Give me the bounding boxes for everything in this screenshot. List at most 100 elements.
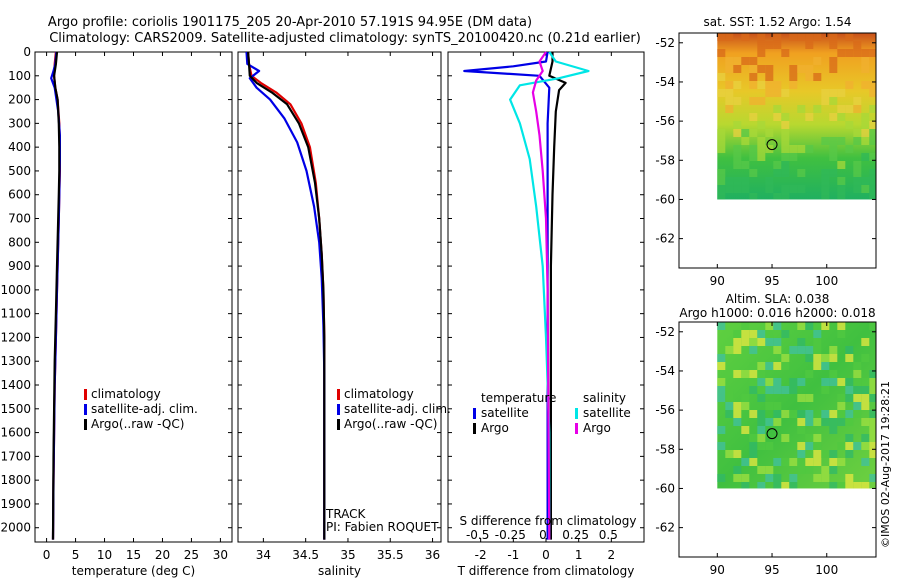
heatmap-cell [845,33,854,41]
heatmap-cell [733,153,742,161]
y-tick-label: -56 [655,403,675,417]
heatmap-cell [749,330,758,338]
heatmap-cell [797,185,806,193]
x-tick-label: -1 [507,548,519,562]
legend-label: satellite-adj. clim. [91,402,198,416]
heatmap-cell [725,97,734,105]
heatmap-cell [749,169,758,177]
heatmap-cell [829,97,838,105]
heatmap-cell [869,474,876,482]
heatmap-cell [813,346,822,354]
heatmap-cell [733,466,742,474]
heatmap-cell [773,458,782,466]
series-line-s-argo [531,51,551,540]
heatmap-cell [749,113,758,121]
heatmap-cell [869,450,876,458]
heatmap-cell [869,129,876,137]
heatmap-cell [813,442,822,450]
heatmap-cell [773,33,782,41]
s-tick-label: 0.5 [599,528,618,542]
y-tick-label: 0 [23,45,31,59]
heatmap-cell [813,458,822,466]
heatmap-cell [757,81,766,89]
heatmap-cell [861,65,870,73]
heatmap-cell [773,362,782,370]
heatmap-cell [773,169,782,177]
heatmap-cell [805,65,814,73]
heatmap-cell [821,418,830,426]
heatmap-cell [749,65,758,73]
heatmap-cell [837,482,846,489]
heatmap-cell [821,322,830,330]
y-tick-label: 800 [8,235,31,249]
heatmap-cell [805,145,814,153]
heatmap-cell [861,394,870,402]
heatmap-cell [821,185,830,193]
x-axis-label: temperature (deg C) [72,564,195,578]
heatmap-cell [765,474,774,482]
heatmap-cell [773,402,782,410]
legend-label: satellite [481,406,529,420]
heatmap-cell [797,105,806,113]
s-tick-label: 0.25 [562,528,589,542]
x-tick-label: 100 [815,563,838,577]
x-tick-label: -2 [475,548,487,562]
heatmap-cell [757,97,766,105]
heatmap-cell [837,105,846,113]
heatmap-cell [869,121,876,129]
heatmap-cell [757,330,766,338]
heatmap-cell [853,378,862,386]
heatmap-cell [821,354,830,362]
heatmap-cell [869,426,876,434]
heatmap-cell [829,153,838,161]
heatmap-cell [765,338,774,346]
heatmap-cell [853,410,862,418]
heatmap-cell [805,458,814,466]
heatmap-cell [733,330,742,338]
heatmap-cell [725,450,734,458]
heatmap-cell [757,442,766,450]
heatmap-cell [749,370,758,378]
y-tick-label: -52 [655,36,675,50]
heatmap-cell [717,322,726,330]
heatmap-cell [813,418,822,426]
heatmap-cell [781,137,790,145]
heatmap-cell [725,105,734,113]
heatmap-cell [717,442,726,450]
heatmap-cell [773,418,782,426]
heatmap-cell [765,330,774,338]
legend-label: satellite-adj. clim. [344,402,451,416]
heatmap-cell [741,33,750,41]
heatmap-cell [773,378,782,386]
heatmap-cell [749,145,758,153]
heatmap-cell [741,137,750,145]
heatmap-cell [789,386,798,394]
heatmap-cell [741,57,750,65]
heatmap-cell [733,410,742,418]
heatmap-cell [741,185,750,193]
heatmap-cell [869,378,876,386]
legend-swatch [337,419,340,430]
heatmap-cell [733,346,742,354]
heatmap-cell [733,145,742,153]
heatmap-cell [773,161,782,169]
s-tick-label: -0.25 [495,528,526,542]
sst-map-panel: -52 -54 -56 -58 -60 -62 90 95 100 sat. SST: 1.52 … [655,15,877,288]
heatmap-cell [757,466,766,474]
legend-label: climatology [344,387,414,401]
heatmap-cell [797,458,806,466]
heatmap-cell [749,458,758,466]
heatmap-cell [837,161,846,169]
heatmap-cell [749,97,758,105]
heatmap-cell [829,482,838,489]
plot-frame [447,51,645,543]
heatmap-cell [861,418,870,426]
heatmap-cell [861,57,870,65]
heatmap-cell [789,81,798,89]
heatmap-cell [805,418,814,426]
heatmap-cell [829,370,838,378]
heatmap-cell [789,410,798,418]
sla-map-title-line2: Argo h1000: 0.016 h2000: 0.018 [679,306,875,320]
heatmap-cell [725,410,734,418]
